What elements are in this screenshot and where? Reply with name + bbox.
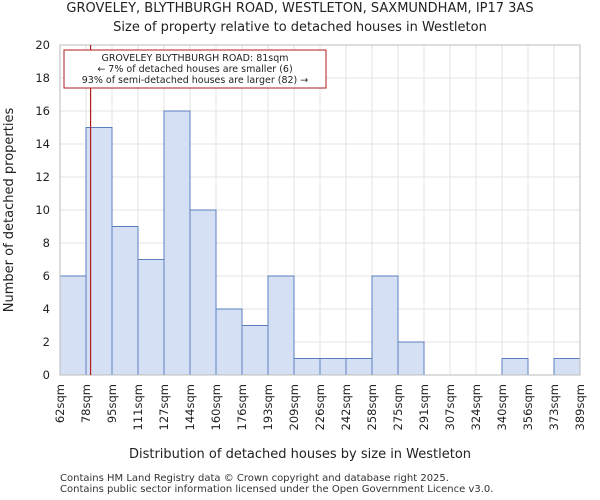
x-tick-label: 258sqm [365,384,379,430]
histogram-bar [137,259,165,376]
y-tick-label: 2 [43,335,50,349]
bars [59,110,581,376]
histogram-bar [85,127,113,376]
x-tick-label: 226sqm [313,384,327,430]
y-tick-label: 18 [35,71,50,85]
x-tick-label: 340sqm [495,384,509,430]
x-tick-label: 176sqm [235,384,249,430]
y-tick-label: 0 [43,368,50,382]
histogram-bar [553,358,581,376]
x-tick-label: 356sqm [521,384,535,430]
annotation-line-3: 93% of semi-detached houses are larger (… [82,75,309,86]
y-tick-label: 12 [35,170,50,184]
x-tick-label: 242sqm [339,384,353,430]
y-axis-label: Number of detached properties [2,108,17,313]
y-axis-ticks: 0 2 4 6 8 10 12 14 16 18 20 [35,38,50,382]
x-tick-label: 160sqm [209,384,223,430]
footer-line-2: Contains public sector information licen… [60,484,494,495]
histogram-bar [501,358,529,376]
x-tick-label: 389sqm [573,384,587,430]
histogram-bar [345,358,373,376]
y-tick-label: 6 [43,269,50,283]
x-tick-label: 95sqm [105,384,119,423]
x-axis-label: Distribution of detached houses by size … [129,447,471,462]
y-tick-label: 16 [35,104,50,118]
x-tick-label: 144sqm [183,384,197,430]
x-tick-label: 193sqm [261,384,275,430]
histogram-bar [267,275,295,376]
x-tick-label: 78sqm [79,384,93,423]
annotation-box: GROVELEY BLYTHBURGH ROAD: 81sqm ← 7% of … [63,49,327,89]
histogram-bar [397,341,425,376]
histogram-bar [163,110,191,376]
x-tick-label: 373sqm [547,384,561,430]
histogram-bar [319,358,347,376]
x-tick-label: 62sqm [53,384,67,423]
x-tick-label: 324sqm [469,384,483,430]
x-tick-label: 307sqm [443,384,457,430]
y-tick-label: 14 [35,137,50,151]
x-tick-label: 275sqm [391,384,405,430]
y-tick-label: 10 [35,203,50,217]
y-tick-label: 20 [35,38,50,52]
histogram-bar [371,275,399,376]
x-tick-label: 291sqm [417,384,431,430]
histogram-bar [189,209,217,376]
x-tick-label: 209sqm [287,384,301,430]
chart-subtitle: Size of property relative to detached ho… [113,20,487,35]
y-tick-label: 8 [43,236,50,250]
histogram-bar [59,275,87,376]
histogram-bar [241,325,269,376]
y-tick-label: 4 [43,302,50,316]
histogram-bar [215,308,243,376]
x-tick-label: 127sqm [157,384,171,430]
annotation-line-2: ← 7% of detached houses are smaller (6) [97,64,292,75]
footer-line-1: Contains HM Land Registry data © Crown c… [60,473,449,484]
histogram-bar [111,226,139,376]
x-axis-ticks: 62sqm 78sqm 95sqm 111sqm 127sqm 144sqm 160sqm 1… [53,384,587,430]
annotation-frame [63,49,327,89]
x-tick-label: 111sqm [131,384,145,430]
histogram-bar [293,358,321,376]
annotation-line-1: GROVELEY BLYTHBURGH ROAD: 81sqm [101,53,288,64]
plot-frame [59,44,581,376]
chart-title: GROVELEY, BLYTHBURGH ROAD, WESTLETON, SA… [66,1,533,16]
